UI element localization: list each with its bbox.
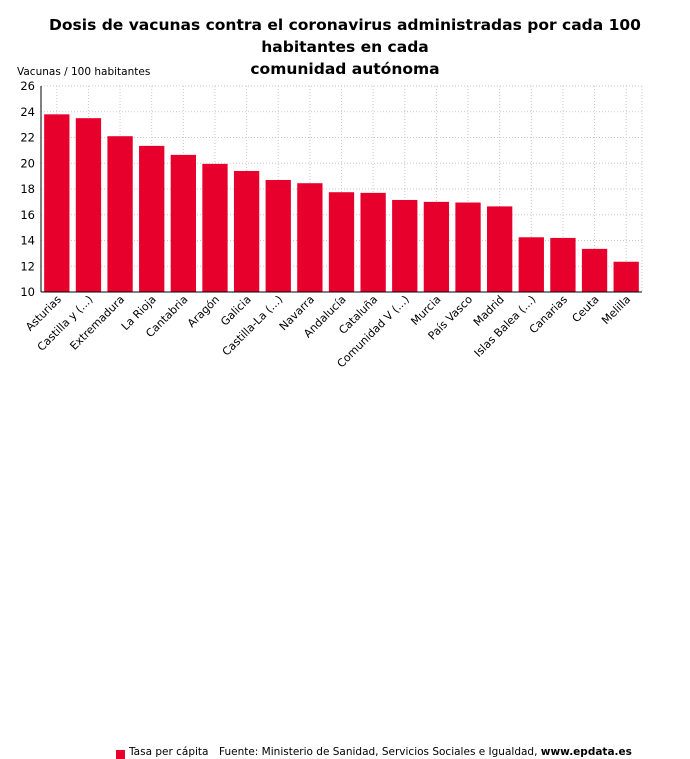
source-text: Fuente: Ministerio de Sanidad, Servicios…: [219, 746, 632, 758]
bar: [581, 248, 608, 292]
chart-title: Dosis de vacunas contra el coronavirus a…: [0, 14, 690, 80]
bar: [75, 118, 102, 292]
bar: [297, 183, 323, 292]
bar: [487, 206, 513, 292]
bar: [423, 201, 450, 292]
legend-swatch: [116, 750, 125, 759]
x-tick-label: Aragón: [185, 293, 222, 330]
x-tick-label: Ceuta: [570, 293, 602, 325]
bar: [550, 237, 576, 292]
source-prefix: Fuente: Ministerio de Sanidad, Servicios…: [219, 746, 541, 758]
source-link[interactable]: www.epdata.es: [540, 746, 632, 758]
y-tick-label: 24: [20, 105, 35, 119]
bar: [518, 237, 544, 292]
legend-label: Tasa per cápita: [129, 746, 209, 758]
y-tick-label: 10: [20, 285, 35, 299]
bar: [265, 179, 291, 292]
bar: [107, 136, 133, 292]
y-tick-label: 22: [20, 131, 35, 145]
bar: [360, 192, 386, 292]
x-tick-label: Melilla: [599, 293, 633, 327]
bar: [202, 163, 228, 292]
y-tick-label: 18: [20, 182, 35, 196]
bar: [233, 170, 260, 292]
bar: [613, 261, 639, 292]
bar: [328, 192, 355, 292]
chart-title-line-1: Dosis de vacunas contra el coronavirus a…: [49, 16, 641, 56]
bar: [170, 154, 196, 292]
y-tick-label: 16: [20, 208, 35, 222]
bar: [139, 145, 165, 292]
y-tick-label: 12: [20, 259, 35, 273]
y-tick-label: 26: [20, 79, 35, 93]
bar: [455, 202, 481, 292]
y-tick-label: 20: [20, 156, 35, 170]
y-axis-label: Vacunas / 100 habitantes: [17, 66, 151, 78]
bar: [392, 199, 418, 292]
bar: [44, 114, 70, 292]
y-tick-label: 14: [20, 234, 35, 248]
chart-title-line-2: comunidad autónoma: [250, 60, 440, 78]
